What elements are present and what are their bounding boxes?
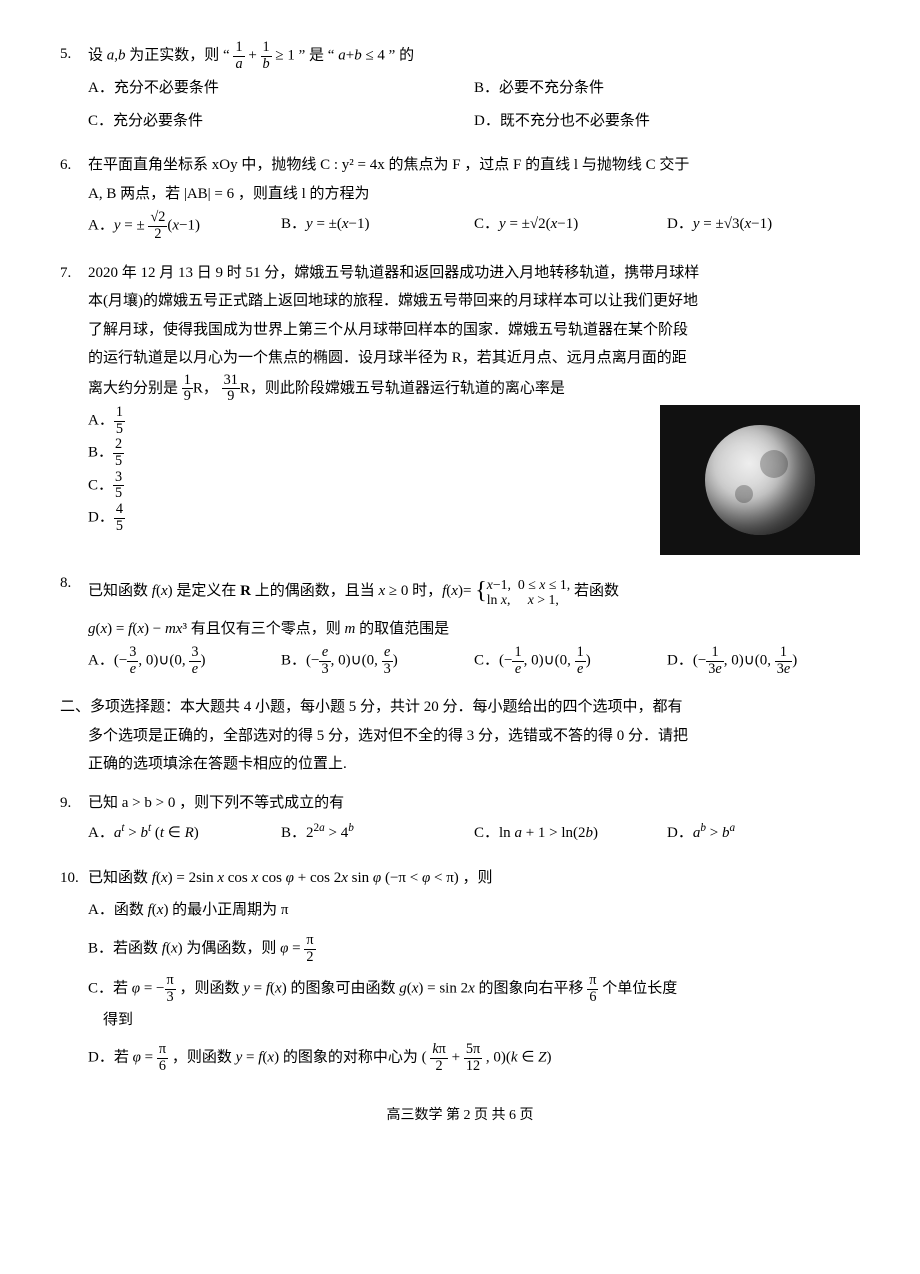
- q6-opt-a: A．y = ± √22(x−1): [88, 208, 281, 244]
- q8-line1: 已知函数 f(x) 是定义在 R 上的偶函数，且当 x ≥ 0 时，f(x)= …: [88, 569, 860, 615]
- q7-opt-a: A．15: [88, 405, 268, 437]
- q6-opt-d: D．y = ±√3(x−1): [667, 208, 860, 244]
- q8-line2: g(x) = f(x) − mx³ 有且仅有三个零点，则 m 的取值范围是: [88, 615, 860, 644]
- q6-options: A．y = ± √22(x−1) B．y = ±(x−1) C．y = ±√2(…: [88, 208, 860, 244]
- moon-icon: [705, 425, 815, 535]
- q9-number: 9.: [60, 789, 88, 818]
- q5-opt-c: C．充分必要条件: [88, 105, 474, 138]
- q7-options: A．15 B．25 C．35 D．45: [88, 405, 268, 555]
- q9-opt-d: D．ab > ba: [667, 817, 860, 850]
- question-9: 9. 已知 a > b > 0 ，则下列不等式成立的有 A．at > bt (t…: [60, 789, 860, 850]
- q5-opt-d: D．既不充分也不必要条件: [474, 105, 860, 138]
- q10-opt-c: C．若 φ = −π3 ，则函数 y = f(x) 的图象可由函数 g(x) =…: [88, 969, 860, 1038]
- section-2-line2: 多个选项是正确的，全部选对的得 5 分，选对但不全的得 3 分，选错或不答的得 …: [88, 722, 860, 751]
- q7-line4: 的运行轨道是以月心为一个焦点的椭圆．设月球半径为 R，若其近月点、远月点离月面的…: [88, 344, 860, 373]
- q5-opt-a: A．充分不必要条件: [88, 72, 474, 105]
- q7-opt-d: D．45: [88, 502, 268, 534]
- q9-opt-b: B．22a > 4b: [281, 817, 474, 850]
- q9-opt-c: C．ln a + 1 > ln(2b): [474, 817, 667, 850]
- q6-line2: A, B 两点，若 |AB| = 6 ，则直线 l 的方程为: [88, 180, 860, 209]
- q9-text: 已知 a > b > 0 ，则下列不等式成立的有: [88, 789, 860, 818]
- q9-options: A．at > bt (t ∈ R) B．22a > 4b C．ln a + 1 …: [88, 817, 860, 850]
- q7-image: [268, 405, 860, 555]
- q8-opt-b: B．(−e3, 0)∪(0, e3): [281, 643, 474, 679]
- q7-number: 7.: [60, 259, 88, 288]
- q8-opt-c: C．(−1e, 0)∪(0, 1e): [474, 643, 667, 679]
- page-footer: 高三数学 第 2 页 共 6 页: [60, 1103, 860, 1130]
- q10-opt-b: B．若函数 f(x) 为偶函数，则 φ = π2: [88, 929, 860, 969]
- q6-line1: 在平面直角坐标系 xOy 中，抛物线 C : y² = 4x 的焦点为 F ，过…: [88, 151, 860, 180]
- section-2-line1: 二、多项选择题：本大题共 4 小题，每小题 5 分，共计 20 分．每小题给出的…: [60, 693, 860, 722]
- question-6: 6. 在平面直角坐标系 xOy 中，抛物线 C : y² = 4x 的焦点为 F…: [60, 151, 860, 244]
- q8-opt-d: D．(−13e, 0)∪(0, 13e): [667, 643, 860, 679]
- q6-opt-c: C．y = ±√2(x−1): [474, 208, 667, 244]
- q7-opt-c: C．35: [88, 470, 268, 502]
- q10-text: 已知函数 f(x) = 2sin x cos x cos φ + cos 2x …: [88, 864, 860, 893]
- question-5: 5. 设 a,b 为正实数，则 “ 1a + 1b ≥ 1 ” 是 “ a+b …: [60, 40, 860, 137]
- q6-opt-b: B．y = ±(x−1): [281, 208, 474, 244]
- q10-opt-d: D．若 φ = π6 ，则函数 y = f(x) 的图象的对称中心为 ( kπ2…: [88, 1038, 860, 1078]
- q5-options: A．充分不必要条件 B．必要不充分条件 C．充分必要条件 D．既不充分也不必要条…: [88, 72, 860, 137]
- q10-opt-a: A．函数 f(x) 的最小正周期为 π: [88, 892, 860, 929]
- q7-line3: 了解月球，使得我国成为世界上第三个从月球带回样本的国家．嫦娥五号轨道器在某个阶段: [88, 316, 860, 345]
- q6-number: 6.: [60, 151, 88, 180]
- q10-number: 10.: [60, 864, 88, 893]
- q7-line5: 离大约分别是 19R， 319R，则此阶段嫦娥五号轨道器运行轨道的离心率是: [88, 373, 860, 405]
- question-10: 10. 已知函数 f(x) = 2sin x cos x cos φ + cos…: [60, 864, 860, 1079]
- question-7: 7. 2020 年 12 月 13 日 9 时 51 分，嫦娥五号轨道器和返回器…: [60, 259, 860, 555]
- q7-line1: 2020 年 12 月 13 日 9 时 51 分，嫦娥五号轨道器和返回器成功进…: [88, 259, 860, 288]
- q10-options: A．函数 f(x) 的最小正周期为 π B．若函数 f(x) 为偶函数，则 φ …: [88, 892, 860, 1078]
- q8-options: A．(−3e, 0)∪(0, 3e) B．(−e3, 0)∪(0, e3) C．…: [88, 643, 860, 679]
- q7-opt-b: B．25: [88, 437, 268, 469]
- moon-image: [660, 405, 860, 555]
- q5-text: 设 a,b 为正实数，则 “ 1a + 1b ≥ 1 ” 是 “ a+b ≤ 4…: [88, 40, 860, 72]
- q8-number: 8.: [60, 569, 88, 615]
- q8-opt-a: A．(−3e, 0)∪(0, 3e): [88, 643, 281, 679]
- question-8: 8. 已知函数 f(x) 是定义在 R 上的偶函数，且当 x ≥ 0 时，f(x…: [60, 569, 860, 679]
- q9-opt-a: A．at > bt (t ∈ R): [88, 817, 281, 850]
- q5-opt-b: B．必要不充分条件: [474, 72, 860, 105]
- section-2-header: 二、多项选择题：本大题共 4 小题，每小题 5 分，共计 20 分．每小题给出的…: [60, 693, 860, 779]
- q5-number: 5.: [60, 40, 88, 72]
- q7-line2: 本(月壤)的嫦娥五号正式踏上返回地球的旅程．嫦娥五号带回来的月球样本可以让我们更…: [88, 287, 860, 316]
- section-2-line3: 正确的选项填涂在答题卡相应的位置上.: [88, 750, 860, 779]
